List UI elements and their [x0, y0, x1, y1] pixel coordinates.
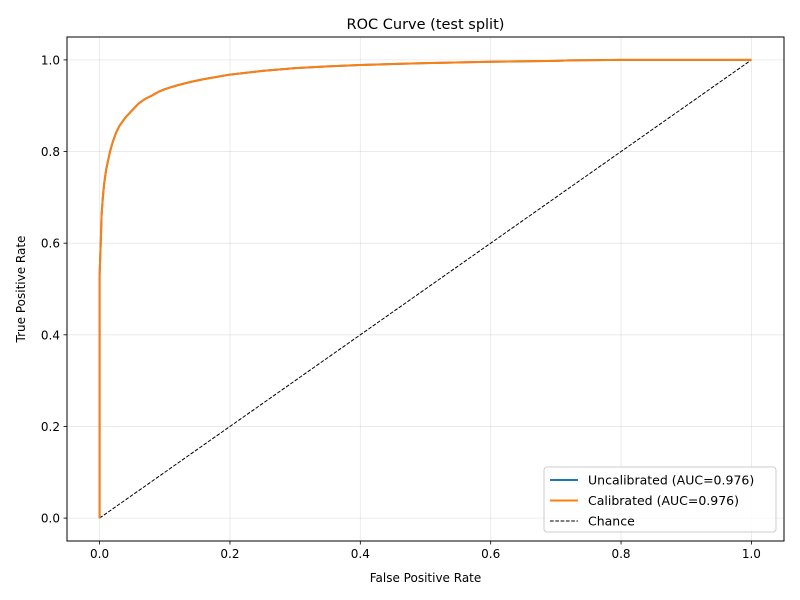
- grid: [67, 37, 784, 541]
- x-tick-label: 1.0: [742, 547, 761, 561]
- x-tick-label: 0.4: [351, 547, 370, 561]
- x-tick-label: 0.2: [220, 547, 239, 561]
- y-tick-label: 0.0: [41, 512, 60, 526]
- ticks: 0.0 0.2 0.4 0.6 0.8 1.0 0.0 0.2 0.4 0.6 0.8 1.0: [41, 53, 761, 561]
- x-tick-label: 0.8: [611, 547, 630, 561]
- legend-label: Calibrated (AUC=0.976): [588, 493, 739, 508]
- legend-label: Uncalibrated (AUC=0.976): [588, 473, 754, 488]
- series-layer: [98, 58, 752, 519]
- y-tick-label: 0.6: [41, 237, 60, 251]
- y-tick-label: 1.0: [41, 53, 60, 67]
- chart-title: ROC Curve (test split): [347, 17, 505, 33]
- legend-label: Chance: [588, 514, 635, 529]
- y-axis-label: True Positive Rate: [14, 236, 28, 344]
- plot-frame: [66, 36, 785, 542]
- y-tick-label: 0.2: [41, 420, 60, 434]
- x-axis-label: False Positive Rate: [370, 571, 482, 585]
- x-tick-label: 0.6: [481, 547, 500, 561]
- legend-box: [543, 466, 777, 533]
- series-line-chance: [99, 59, 752, 519]
- y-tick-label: 0.8: [41, 145, 60, 159]
- y-tick-label: 0.4: [41, 328, 60, 342]
- series-line-calibrated: [98, 58, 752, 519]
- x-tick-label: 0.0: [90, 547, 109, 561]
- legend: Uncalibrated (AUC=0.976) Calibrated (AUC=…: [543, 466, 777, 533]
